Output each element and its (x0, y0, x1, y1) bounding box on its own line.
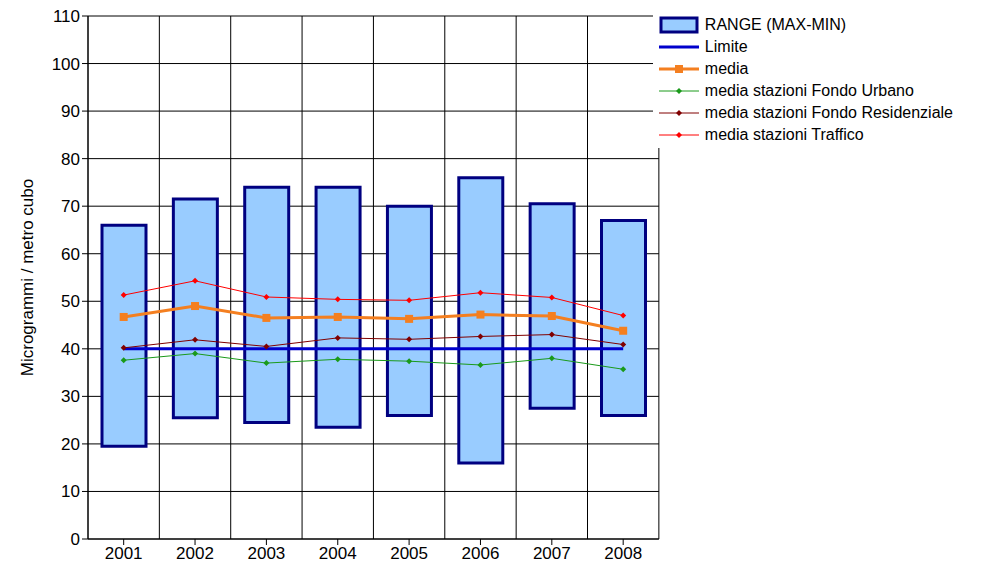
svg-text:50: 50 (61, 292, 80, 311)
svg-text:2002: 2002 (176, 544, 214, 563)
svg-text:2001: 2001 (105, 544, 143, 563)
svg-text:80: 80 (61, 150, 80, 169)
svg-text:70: 70 (61, 197, 80, 216)
svg-text:2007: 2007 (533, 544, 571, 563)
svg-text:100: 100 (52, 55, 80, 74)
svg-text:90: 90 (61, 102, 80, 121)
svg-text:2008: 2008 (604, 544, 642, 563)
html-text:media stazioni Traffico: media stazioni Traffico (704, 126, 864, 143)
svg-text:40: 40 (61, 340, 80, 359)
html-text:media stazioni Fondo Residenzi: media stazioni Fondo Residenziale (704, 104, 953, 121)
svg-text:0: 0 (71, 530, 80, 549)
svg-text:20: 20 (61, 435, 80, 454)
html-text:media stazioni Fondo Urbano: media stazioni Fondo Urbano (704, 82, 914, 99)
svg-text:10: 10 (61, 482, 80, 501)
html-text:RANGE (MAX-MIN): RANGE (MAX-MIN) (704, 16, 847, 33)
svg-text:30: 30 (61, 387, 80, 406)
svg-text:2004: 2004 (319, 544, 357, 563)
svg-text:60: 60 (61, 245, 80, 264)
html-text:Limite: Limite (704, 38, 748, 55)
svg-text:2003: 2003 (247, 544, 285, 563)
svg-text:2005: 2005 (390, 544, 428, 563)
svg-text:Microgrammi / metro cubo: Microgrammi / metro cubo (18, 179, 37, 376)
svg-text:2006: 2006 (462, 544, 500, 563)
svg-text:110: 110 (53, 8, 80, 26)
html-text:media: media (704, 60, 749, 77)
